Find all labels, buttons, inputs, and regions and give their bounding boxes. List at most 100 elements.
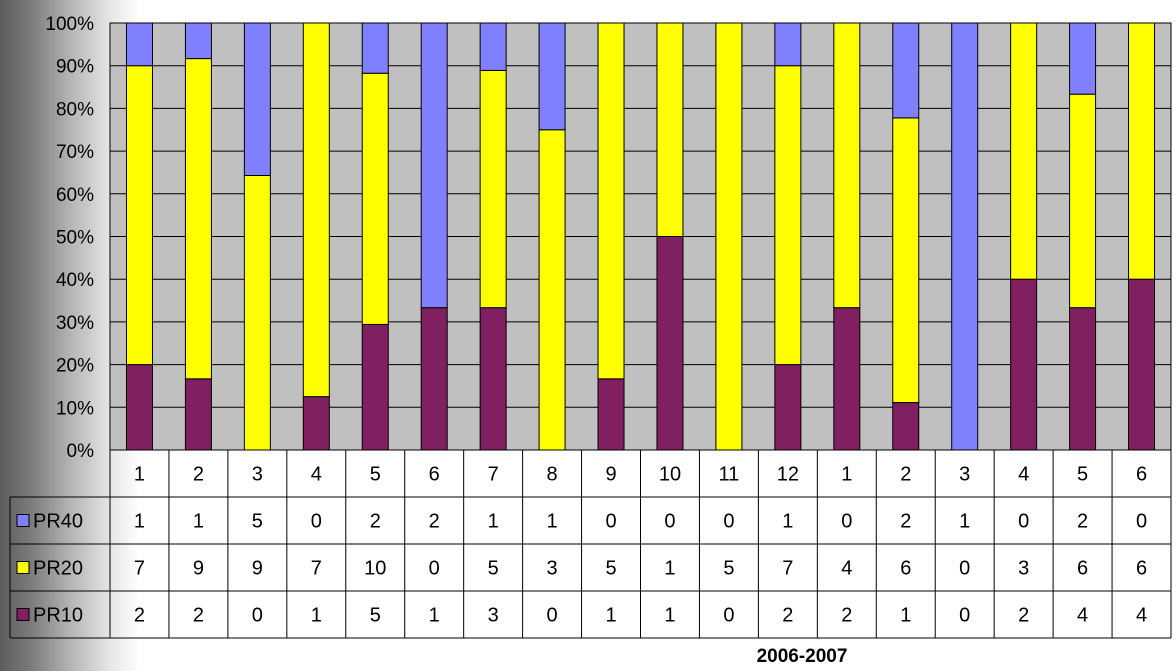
x-tick-label: 4 [1018,464,1029,486]
data-table-value: 0 [723,605,734,627]
x-tick-label: 10 [659,464,681,486]
bar-pr40 [243,22,271,176]
data-table-value: 0 [841,511,852,533]
bar-pr20 [774,65,802,366]
bar-pr10 [774,364,802,451]
x-tick-label: 4 [311,464,322,486]
bar-pr10 [656,236,684,451]
data-table-value: 7 [134,558,145,580]
bar-pr10 [302,396,330,451]
bar-pr10 [892,402,920,451]
data-table-value: 1 [782,511,793,533]
data-table-value: 1 [900,605,911,627]
data-table-value: 5 [605,558,616,580]
x-tick-label: 7 [488,464,499,486]
y-tick-label: 40% [56,270,94,291]
data-table-value: 6 [900,558,911,580]
bar-pr10 [597,378,625,451]
data-table-value: 2 [429,511,440,533]
bar-pr20 [597,22,625,380]
data-table-value: 2 [1077,511,1088,533]
bar-pr40 [184,22,212,60]
data-table-value: 2 [370,511,381,533]
data-table-value: 6 [1136,558,1147,580]
data-table-value: 0 [311,511,322,533]
legend-label-pr10: PR10 [33,605,83,627]
data-table-value: 0 [252,605,263,627]
bar-pr40 [892,22,920,119]
data-table-value: 0 [664,511,675,533]
data-table-value: 1 [664,605,675,627]
bar-pr20 [1128,22,1156,280]
bar-pr40 [125,22,153,67]
data-table-value: 1 [134,511,145,533]
bar-pr20 [243,175,271,451]
x-tick-label: 2 [193,464,204,486]
y-tick-label: 50% [56,228,94,249]
y-tick-label: 80% [56,99,94,120]
bar-pr40 [951,22,979,451]
bar-pr10 [125,364,153,451]
bar-pr40 [1069,22,1097,95]
x-tick-label: 1 [134,464,145,486]
data-table-value: 3 [547,558,558,580]
data-table-value: 0 [1018,511,1029,533]
data-table-value: 5 [723,558,734,580]
legend-label-pr40: PR40 [33,511,83,533]
y-tick-label: 0% [67,441,95,462]
data-table-value: 1 [193,511,204,533]
data-table-value: 0 [1136,511,1147,533]
data-table-value: 2 [900,511,911,533]
data-table-value: 3 [1018,558,1029,580]
data-table-value: 2 [841,605,852,627]
bar-pr20 [715,22,743,451]
x-tick-label: 5 [1077,464,1088,486]
data-table-value: 4 [841,558,852,580]
legend-swatch-pr40 [16,514,30,527]
x-tick-label: 11 [719,464,740,486]
legend-swatch-pr10 [16,608,30,621]
y-tick-label: 10% [56,398,94,419]
data-table-value: 2 [134,605,145,627]
bar-pr20 [833,22,861,309]
bar-pr10 [184,378,212,451]
data-table-value: 9 [252,558,263,580]
data-table-value: 5 [252,511,263,533]
data-table-value: 0 [959,605,970,627]
data-table-value: 7 [782,558,793,580]
bar-pr10 [361,323,389,451]
bar-pr20 [302,22,330,398]
data-table-value: 0 [959,558,970,580]
data-table-value: 1 [488,511,499,533]
x-tick-label: 6 [429,464,440,486]
bar-pr40 [361,22,389,74]
bar-pr40 [538,22,566,131]
x-axis-label: 2006-2007 [757,646,848,666]
bar-pr20 [538,129,566,451]
data-table-value: 0 [547,605,558,627]
data-table-value: 0 [723,511,734,533]
x-tick-label: 8 [547,464,558,486]
data-table-value: 7 [311,558,322,580]
data-table-value: 0 [429,558,440,580]
bar-pr20 [479,69,507,309]
bar-pr40 [420,22,448,309]
x-tick-label: 5 [370,464,381,486]
bar-pr40 [479,22,507,71]
data-table-value: 4 [1077,605,1088,627]
data-table-value: 4 [1136,605,1147,627]
x-tick-label: 12 [777,464,799,486]
y-tick-label: 20% [56,356,94,377]
bar-pr20 [656,22,684,237]
data-table-value: 10 [364,558,386,580]
x-tick-label: 2 [900,464,911,486]
bar-pr10 [1128,278,1156,451]
x-tick-label: 3 [959,464,970,486]
y-tick-label: 60% [56,185,94,206]
data-table-value: 1 [311,605,322,627]
data-table-value: 1 [664,558,675,580]
bar-pr10 [1010,278,1038,451]
bar-pr20 [361,72,389,325]
